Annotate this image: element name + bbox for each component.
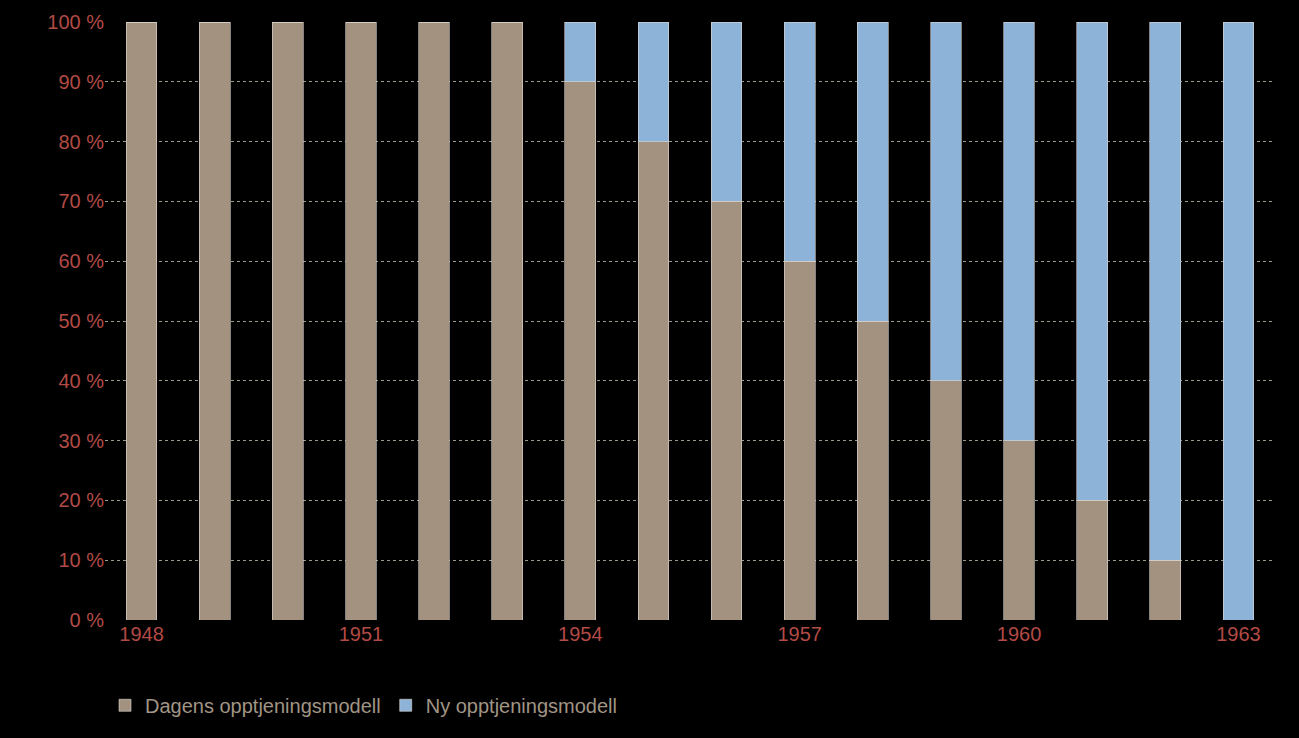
svg-text:100 %: 100 % — [47, 11, 104, 33]
svg-text:Dagens opptjeningsmodell: Dagens opptjeningsmodell — [145, 695, 381, 717]
svg-text:1963: 1963 — [1216, 623, 1261, 645]
svg-text:20 %: 20 % — [58, 489, 104, 511]
svg-text:0 %: 0 % — [70, 609, 105, 631]
svg-text:30 %: 30 % — [58, 430, 104, 452]
svg-text:40 %: 40 % — [58, 370, 104, 392]
svg-text:90 %: 90 % — [58, 71, 104, 93]
svg-text:1957: 1957 — [777, 623, 822, 645]
svg-text:50 %: 50 % — [58, 310, 104, 332]
svg-text:Ny opptjeningsmodell: Ny opptjeningsmodell — [426, 695, 617, 717]
svg-text:60 %: 60 % — [58, 250, 104, 272]
svg-text:1954: 1954 — [558, 623, 603, 645]
svg-text:1948: 1948 — [119, 623, 164, 645]
svg-text:1960: 1960 — [997, 623, 1042, 645]
svg-text:1951: 1951 — [339, 623, 384, 645]
svg-text:70 %: 70 % — [58, 190, 104, 212]
svg-text:10 %: 10 % — [58, 549, 104, 571]
svg-text:80 %: 80 % — [58, 131, 104, 153]
